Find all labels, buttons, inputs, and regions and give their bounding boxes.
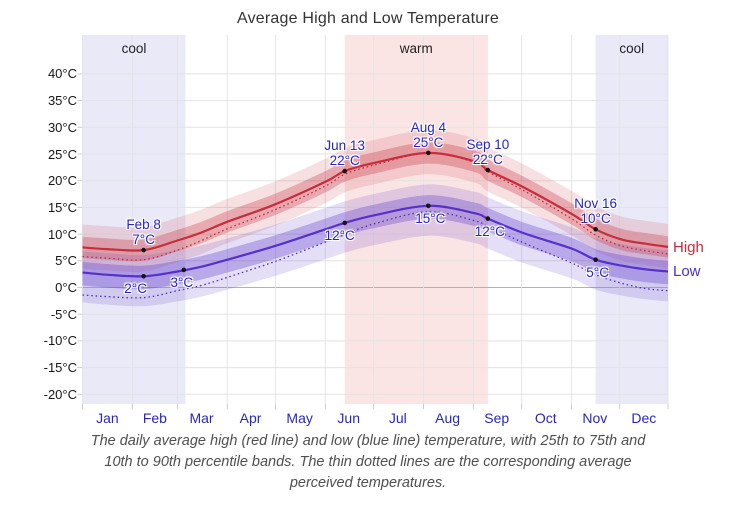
annotation-temp: 22°C [472, 152, 503, 168]
annotation-temp: 7°C [132, 232, 155, 248]
annotation-dot [485, 216, 491, 221]
y-axis-label: 35°C [47, 93, 77, 109]
band-outer-low [82, 184, 668, 307]
annotation-date: Feb 8 [126, 217, 161, 233]
annotation-temp: 25°C [413, 134, 444, 150]
annotation-dot [141, 274, 146, 279]
annotation-temp: 5°C [586, 264, 609, 280]
caption-line-2: 10th to 90th percentile bands. The thin … [104, 454, 632, 470]
season-band-cool [595, 35, 668, 404]
y-axis-label: 20°C [47, 173, 77, 189]
chart-title: Average High and Low Temperature [237, 10, 499, 27]
temperature-chart-canvas[interactable] [0, 0, 736, 430]
season-label-cool: cool [619, 41, 645, 56]
season-band-warm [344, 35, 488, 404]
x-axis-label-jan: Jan [96, 410, 119, 426]
annotation-dot [141, 247, 146, 253]
annotation-temp: 12°C [474, 223, 505, 239]
annotation-dot [426, 150, 431, 156]
y-axis-label: 15°C [47, 199, 77, 215]
annotation-temp: 22°C [329, 153, 360, 169]
annotation-dot [181, 267, 187, 273]
x-axis-label-mar: Mar [189, 410, 214, 426]
x-axis-label-dec: Dec [631, 410, 657, 426]
annotation-dot [342, 220, 348, 226]
x-axis-label-aug: Aug [435, 410, 461, 426]
annotation-date: Aug 4 [410, 119, 446, 135]
series-label-low: Low [673, 263, 701, 280]
annotation-date: Nov 16 [574, 196, 617, 212]
annotation-temp: 2°C [124, 281, 147, 297]
y-axis-label: -10°C [43, 333, 77, 349]
series-label-high: High [673, 239, 704, 256]
annotation-temp: 3°C [170, 274, 194, 290]
band-inner-low [82, 195, 668, 290]
x-axis-label-apr: Apr [239, 410, 262, 426]
band-outer-high [82, 129, 668, 272]
y-axis-label: -20°C [43, 386, 77, 402]
annotation-dot [593, 227, 598, 232]
annotation-dot [426, 203, 431, 209]
x-axis-label-jul: Jul [388, 410, 407, 426]
y-axis-label: -5°C [50, 306, 77, 322]
x-axis-label-may: May [286, 410, 313, 426]
x-axis-label-oct: Oct [534, 410, 557, 426]
caption-line-3: perceived temperatures. [289, 475, 447, 491]
y-axis-label: 0°C [55, 280, 77, 295]
season-label-warm: warm [399, 41, 433, 56]
band-inner-high [82, 142, 668, 262]
y-axis-label: 40°C [47, 66, 77, 82]
chart-caption: The daily average high (red line) and lo… [0, 431, 736, 494]
y-axis-label: 30°C [47, 119, 77, 135]
x-axis-label-feb: Feb [142, 410, 167, 426]
annotation-date: Sep 10 [466, 137, 510, 153]
annotation-temp: 15°C [415, 210, 446, 226]
x-axis-label-jun: Jun [337, 410, 360, 426]
x-axis-label-sep: Sep [484, 410, 510, 426]
season-label-cool: cool [121, 41, 147, 56]
annotation-date: Jun 13 [324, 138, 365, 154]
season-band-cool [82, 35, 186, 404]
y-axis-label: -15°C [43, 360, 77, 376]
y-axis-label: 25°C [47, 146, 77, 162]
annotation-dot [593, 257, 598, 263]
annotation-dot [342, 168, 348, 174]
y-axis-label: 10°C [47, 226, 77, 242]
caption-line-1: The daily average high (red line) and lo… [90, 433, 646, 449]
x-axis-label-nov: Nov [582, 410, 608, 426]
annotation-temp: 12°C [324, 227, 355, 243]
annotation-temp: 10°C [580, 211, 611, 227]
annotation-dot [485, 167, 491, 173]
y-axis-label: 5°C [55, 253, 77, 269]
